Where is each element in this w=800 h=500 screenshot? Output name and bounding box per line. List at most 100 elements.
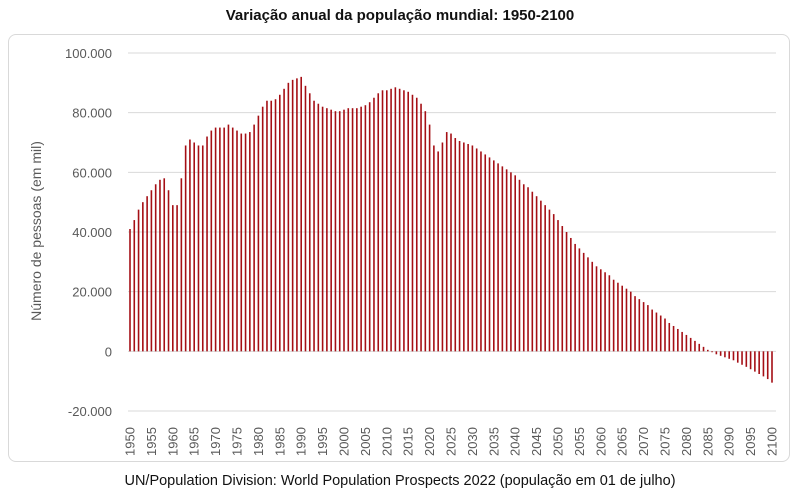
bar (142, 202, 144, 352)
bar (283, 88, 285, 352)
bar (522, 184, 525, 352)
bar (672, 325, 675, 352)
bar (659, 315, 662, 352)
bar (715, 351, 718, 355)
x-tick-label: 2060 (593, 427, 608, 456)
bar (291, 79, 294, 352)
bar (578, 248, 581, 352)
bar (647, 305, 649, 352)
bar (420, 103, 422, 352)
bar (681, 331, 683, 352)
y-tick-label: -20.000 (68, 404, 112, 419)
bar (133, 220, 136, 352)
bar (501, 166, 504, 352)
bar (655, 312, 658, 352)
bar (651, 309, 653, 352)
bar (313, 100, 315, 352)
y-tick-label: 100.000 (65, 46, 112, 61)
x-tick-label: 1995 (315, 427, 330, 456)
bar (450, 133, 452, 352)
bar (351, 108, 354, 352)
bar (570, 237, 572, 352)
x-tick-label: 2030 (465, 427, 480, 456)
bar (172, 205, 174, 352)
bar (600, 269, 602, 352)
bar (386, 90, 388, 352)
bar (197, 145, 200, 352)
bar (206, 136, 208, 352)
bar (296, 78, 298, 352)
bar (724, 351, 726, 358)
bar (274, 99, 277, 352)
gridlines (128, 52, 776, 412)
chart-source: UN/Population Division: World Population… (124, 473, 676, 489)
bar (634, 296, 636, 352)
bar (689, 337, 692, 352)
bar (552, 214, 555, 352)
bar (629, 291, 632, 352)
bar (677, 328, 679, 352)
x-tick-label: 1980 (251, 427, 266, 456)
bar (608, 275, 611, 352)
x-tick-label: 2085 (700, 427, 715, 456)
bar (587, 257, 589, 352)
bar (249, 132, 251, 352)
bar (493, 160, 495, 352)
x-tick-label: 2100 (765, 427, 780, 456)
bar (488, 157, 491, 352)
bar (381, 90, 384, 352)
bar (694, 340, 696, 352)
bar (685, 334, 688, 352)
x-tick-label: 2050 (551, 427, 566, 456)
bar (394, 87, 397, 352)
bar (308, 93, 311, 352)
bar (300, 76, 302, 352)
bar (471, 145, 474, 352)
bar (189, 139, 191, 352)
bar (736, 351, 739, 363)
bar (253, 124, 255, 352)
y-axis-label: Número de pessoas (em mil) (28, 141, 44, 321)
bar (441, 142, 444, 352)
bar (167, 190, 170, 352)
bar (210, 130, 213, 352)
x-tick-label: 2055 (572, 427, 587, 456)
x-tick-label: 2005 (358, 427, 373, 456)
bar (484, 154, 487, 352)
bar (518, 179, 521, 352)
x-tick-label: 2045 (529, 427, 544, 456)
x-tick-label: 1990 (294, 427, 309, 456)
bar (424, 111, 427, 352)
bar (711, 351, 713, 353)
y-tick-label: 40.000 (72, 225, 112, 240)
bar (437, 151, 439, 352)
x-tick-label: 2040 (508, 427, 523, 456)
bar (565, 232, 568, 352)
bar (266, 100, 268, 352)
bar (261, 106, 264, 352)
x-axis-ticks: 1950 1955 1960 1965 1970 1975 1980 1985 1990 1995… (123, 427, 780, 456)
bar (236, 130, 238, 352)
bar (475, 148, 478, 352)
x-tick-label: 2095 (743, 427, 758, 456)
bar (334, 111, 337, 352)
bar (223, 127, 225, 352)
bar (595, 266, 598, 352)
x-tick-label: 1975 (230, 427, 245, 456)
y-tick-label: 60.000 (72, 165, 112, 180)
x-tick-label: 1955 (144, 427, 159, 456)
bar (535, 196, 538, 352)
bar (668, 322, 671, 352)
bar (403, 90, 405, 352)
bar (458, 141, 461, 352)
bar (368, 102, 371, 352)
bar (463, 142, 465, 352)
y-tick-label: 80.000 (72, 106, 112, 121)
x-tick-label: 1960 (165, 427, 180, 456)
bar (356, 108, 358, 352)
bar (758, 351, 760, 374)
bar (433, 145, 435, 352)
bar (728, 351, 730, 359)
bar (287, 82, 290, 352)
bar (244, 133, 247, 352)
